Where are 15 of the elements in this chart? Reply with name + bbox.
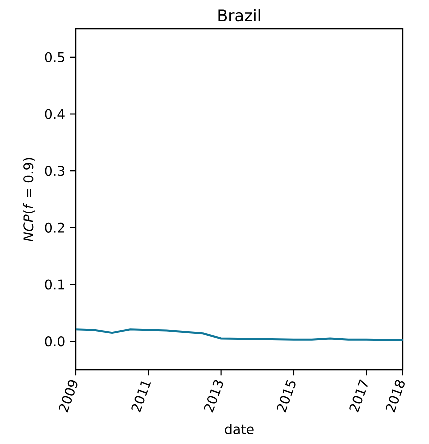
y-axis-title: NCP(f = 0.9) <box>23 158 36 242</box>
chart-title: Brazil <box>218 9 260 22</box>
y-tick-label: 0.5 <box>45 52 64 62</box>
y-tick-label: 0.1 <box>45 280 64 290</box>
x-tick-label: 2018 <box>386 380 405 413</box>
y-tick-label: 0.0 <box>45 336 65 347</box>
x-tick-label: 2015 <box>276 380 296 413</box>
x-tick-label: 2013 <box>204 380 224 413</box>
y-tick-label: 0.2 <box>45 222 64 233</box>
x-axis-title: date <box>225 424 254 434</box>
x-tick-label: 2009 <box>58 380 78 413</box>
y-tick-label: 0.4 <box>45 109 65 120</box>
x-tick-label: 2011 <box>132 382 152 413</box>
x-tick-label: 2017 <box>350 380 368 413</box>
y-tick-label: 0.3 <box>45 166 65 176</box>
